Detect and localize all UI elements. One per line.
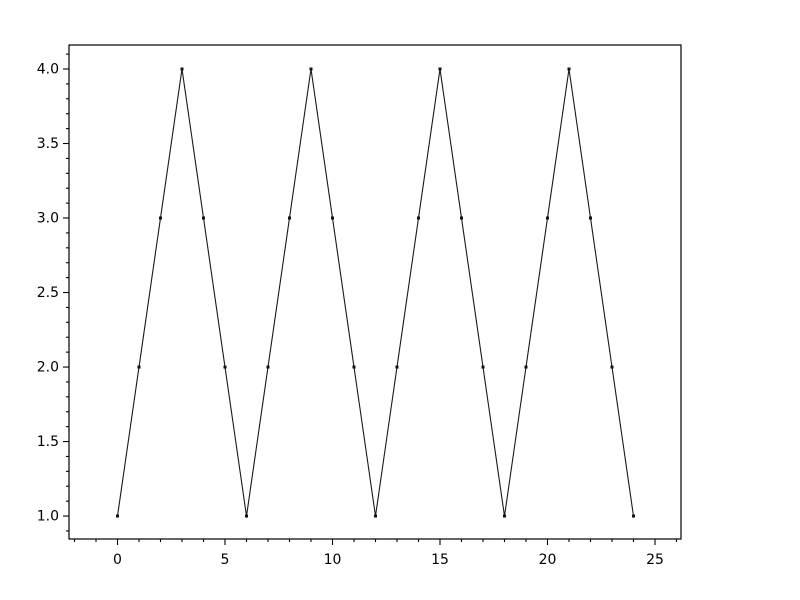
data-point-marker — [524, 365, 528, 369]
data-point-marker — [180, 67, 184, 71]
y-tick-label: 1.0 — [37, 509, 59, 525]
y-tick-label: 3.0 — [37, 211, 59, 227]
data-point-marker — [416, 216, 420, 220]
x-tick-label: 10 — [324, 552, 342, 568]
x-tick-label: 25 — [646, 552, 664, 568]
data-point-marker — [588, 216, 592, 220]
data-point-marker — [244, 514, 248, 518]
data-point-marker — [631, 514, 635, 518]
data-point-marker — [481, 365, 485, 369]
data-point-marker — [395, 365, 399, 369]
data-point-marker — [330, 216, 334, 220]
data-point-marker — [373, 514, 377, 518]
data-point-marker — [266, 365, 270, 369]
y-tick-label: 2.0 — [37, 360, 59, 376]
data-point-marker — [567, 67, 571, 71]
data-point-marker — [137, 365, 141, 369]
data-point-marker — [459, 216, 463, 220]
data-point-marker — [287, 216, 291, 220]
data-point-marker — [438, 67, 442, 71]
data-point-marker — [159, 216, 163, 220]
data-point-marker — [116, 514, 120, 518]
data-point-marker — [223, 365, 227, 369]
y-tick-label: 1.5 — [37, 434, 59, 450]
data-point-marker — [610, 365, 614, 369]
data-point-marker — [352, 365, 356, 369]
x-tick-label: 5 — [221, 552, 230, 568]
plot-frame — [68, 44, 682, 540]
x-tick-label: 20 — [539, 552, 557, 568]
data-point-marker — [502, 514, 506, 518]
y-tick-label: 2.5 — [37, 285, 59, 301]
x-tick-label: 0 — [113, 552, 122, 568]
data-point-marker — [201, 216, 205, 220]
data-point-marker — [309, 67, 313, 71]
y-tick-label: 4.0 — [37, 61, 59, 77]
x-tick-label: 15 — [431, 552, 449, 568]
data-point-marker — [545, 216, 549, 220]
y-tick-label: 3.5 — [37, 136, 59, 152]
